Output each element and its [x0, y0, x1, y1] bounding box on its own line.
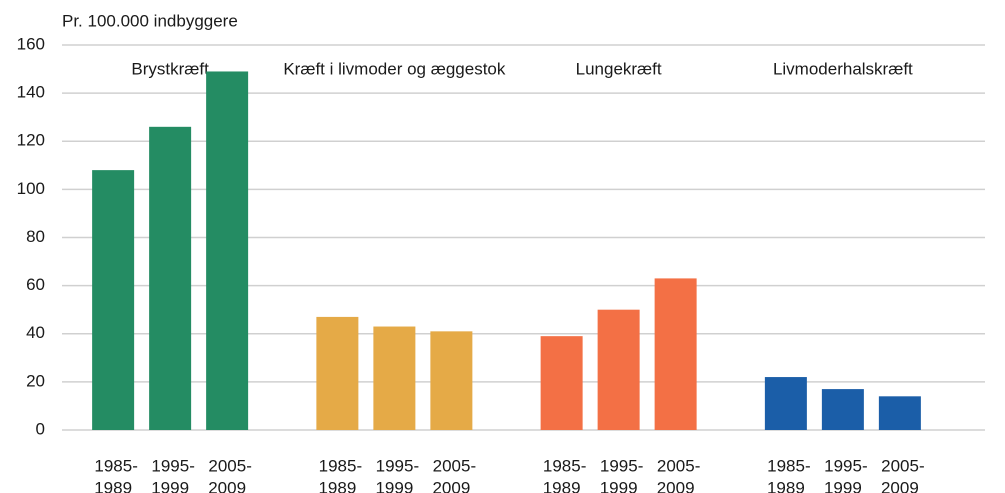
y-axis-label: Pr. 100.000 indbyggere	[62, 11, 238, 30]
y-tick-label: 0	[36, 419, 45, 438]
x-tick-label: 2009	[432, 478, 470, 493]
group-label: Kræft i livmoder og æggestok	[283, 59, 506, 78]
x-tick-label: 2009	[881, 478, 919, 493]
group-label: Livmoderhalskræft	[773, 59, 913, 78]
y-tick-label: 20	[26, 371, 45, 390]
x-tick-label: 1995-	[824, 456, 867, 475]
y-tick-label: 80	[26, 227, 45, 246]
x-tick-label: 1999	[824, 478, 862, 493]
bar	[206, 71, 249, 430]
group-label: Lungekræft	[576, 59, 662, 78]
y-tick-label: 140	[17, 83, 45, 102]
x-tick-label: 2005-	[208, 456, 251, 475]
bar	[316, 316, 359, 430]
x-tick-label: 2005-	[433, 456, 476, 475]
bar	[373, 326, 416, 430]
bar	[92, 170, 135, 430]
x-tick-label: 1995-	[376, 456, 419, 475]
x-tick-label: 1989	[767, 478, 805, 493]
x-tick-label: 1989	[543, 478, 581, 493]
x-tick-label: 2009	[208, 478, 246, 493]
x-tick-label: 1985-	[767, 456, 810, 475]
y-tick-label: 160	[17, 34, 45, 53]
x-tick-label: 1989	[318, 478, 356, 493]
y-tick-label: 120	[17, 131, 45, 150]
y-tick-label: 100	[17, 179, 45, 198]
y-tick-label: 40	[26, 323, 45, 342]
x-tick-label: 1989	[94, 478, 132, 493]
x-tick-label: 1985-	[94, 456, 137, 475]
group-label: Brystkræft	[131, 59, 209, 78]
bar	[149, 126, 192, 430]
x-tick-label: 1999	[600, 478, 638, 493]
x-tick-label: 1995-	[600, 456, 643, 475]
x-tick-label: 1999	[151, 478, 189, 493]
bar	[821, 389, 864, 430]
bar	[597, 309, 640, 430]
bar	[540, 336, 583, 430]
bar	[764, 377, 807, 430]
bar	[654, 278, 697, 430]
x-tick-label: 1999	[375, 478, 413, 493]
y-tick-label: 60	[26, 275, 45, 294]
x-tick-label: 2009	[657, 478, 695, 493]
x-tick-label: 1985-	[319, 456, 362, 475]
bar	[878, 396, 921, 430]
x-tick-label: 2005-	[657, 456, 700, 475]
x-tick-label: 1995-	[151, 456, 194, 475]
x-tick-label: 2005-	[881, 456, 924, 475]
bar	[430, 331, 473, 430]
x-tick-label: 1985-	[543, 456, 586, 475]
